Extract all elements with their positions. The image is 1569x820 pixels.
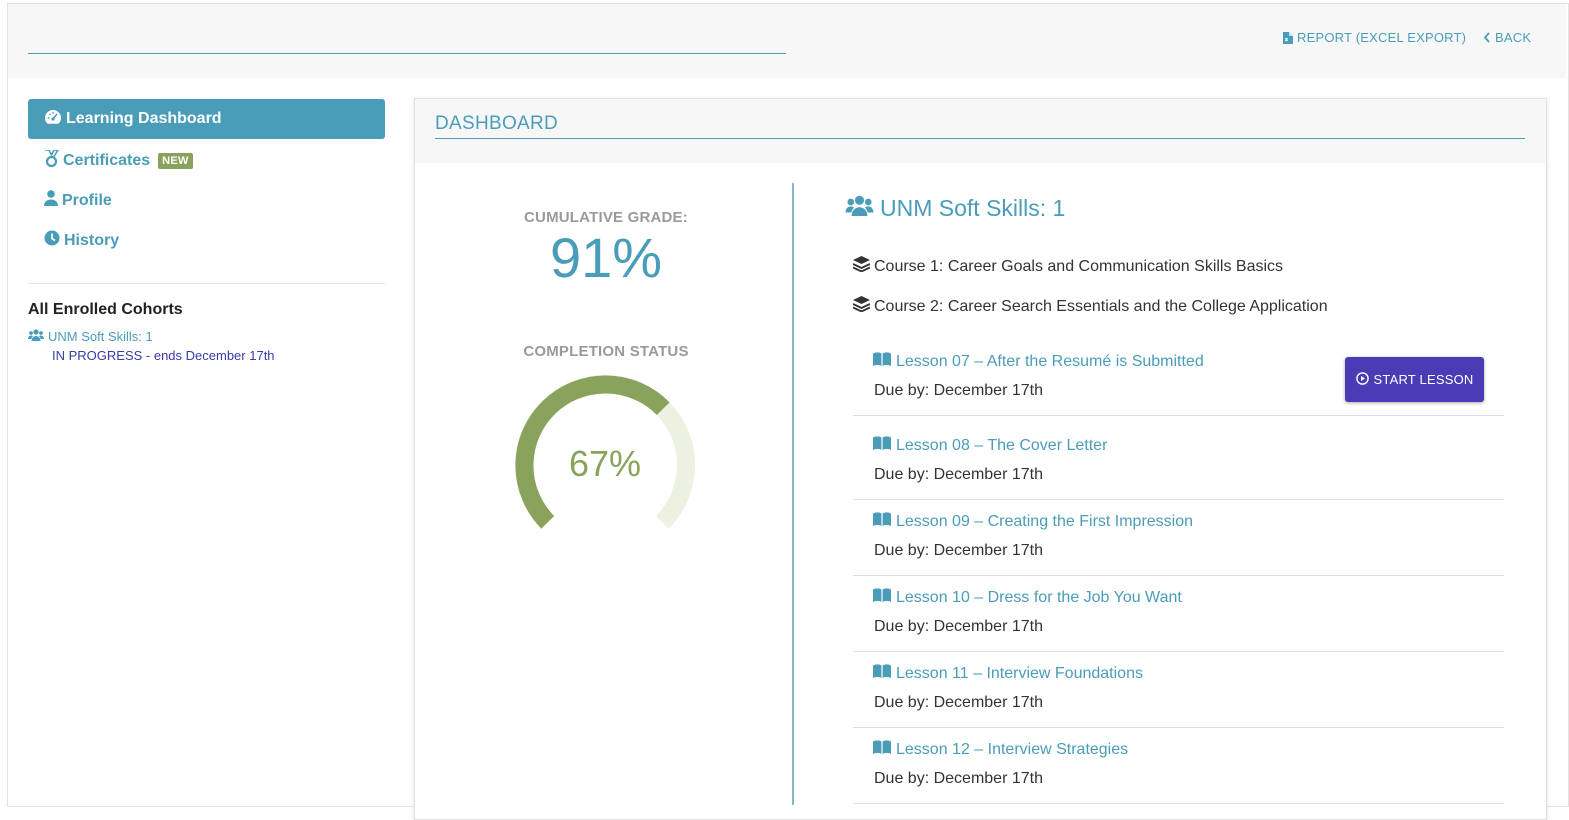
sidebar-item-label: Certificates: [63, 152, 151, 169]
sidebar-item-certificates[interactable]: Certificates NEW: [44, 149, 193, 172]
lesson-due-date: Due by: December 17th: [874, 542, 1043, 559]
lesson-link[interactable]: Lesson 10 – Dress for the Job You Want: [873, 588, 1182, 607]
enrolled-cohorts-title: All Enrolled Cohorts: [28, 301, 183, 318]
completion-gauge: [515, 375, 695, 529]
cumulative-grade-value: 91%: [549, 226, 663, 289]
sidebar-divider: [28, 283, 385, 284]
panel-header: DASHBOARD: [415, 99, 1546, 163]
cohort-title: UNM Soft Skills: 1: [880, 195, 1066, 221]
lesson-row: Lesson 12 – Interview Strategies Due by:…: [853, 729, 1504, 804]
lesson-link[interactable]: Lesson 12 – Interview Strategies: [873, 740, 1128, 759]
sidebar-item-label: Learning Dashboard: [66, 110, 222, 127]
completion-status-value: 67%: [568, 443, 642, 484]
lesson-link[interactable]: Lesson 09 – Creating the First Impressio…: [873, 512, 1193, 531]
sidebar-item-label: History: [64, 231, 120, 249]
users-icon: [845, 195, 874, 222]
clock-icon: [44, 230, 60, 251]
lesson-link[interactable]: Lesson 08 – The Cover Letter: [873, 436, 1107, 455]
panel-title: DASHBOARD: [435, 113, 559, 134]
lesson-link[interactable]: Lesson 07 – After the Resumé is Submitte…: [873, 352, 1204, 371]
report-link-label: REPORT (EXCEL EXPORT): [1297, 30, 1467, 45]
chevron-left-icon: [1483, 32, 1491, 43]
lesson-title: Lesson 11 – Interview Foundations: [896, 664, 1143, 682]
new-badge: NEW: [158, 153, 193, 169]
file-excel-icon: [1283, 31, 1293, 44]
cohort-link[interactable]: UNM Soft Skills: 1: [28, 329, 153, 344]
layers-icon: [852, 296, 871, 317]
book-icon: [873, 740, 891, 759]
lesson-title: Lesson 07 – After the Resumé is Submitte…: [896, 352, 1204, 370]
lesson-row: Lesson 07 – After the Resumé is Submitte…: [853, 341, 1504, 416]
panel-header-underline: [435, 138, 1525, 139]
cohort-name: UNM Soft Skills: 1: [48, 329, 153, 344]
lesson-title: Lesson 09 – Creating the First Impressio…: [896, 512, 1194, 530]
completion-status-label: COMPLETION STATUS: [523, 343, 689, 360]
book-icon: [873, 352, 891, 371]
book-icon: [873, 588, 891, 607]
lesson-row: Lesson 10 – Dress for the Job You Want D…: [853, 577, 1504, 652]
sidebar-item-learning-dashboard[interactable]: Learning Dashboard: [28, 99, 385, 139]
book-icon: [873, 436, 891, 455]
cohort-status: IN PROGRESS - ends December 17th: [52, 348, 275, 363]
lesson-title: Lesson 10 – Dress for the Job You Want: [896, 588, 1182, 606]
book-icon: [873, 512, 891, 531]
top-bar: [8, 4, 1566, 78]
dashboard-gauge-icon: [44, 109, 62, 130]
medal-icon: [44, 149, 60, 172]
lesson-link[interactable]: Lesson 11 – Interview Foundations: [873, 664, 1143, 683]
book-icon: [873, 664, 891, 683]
back-link-label: BACK: [1495, 30, 1532, 45]
column-divider: [792, 183, 794, 805]
gauge-fill: [515, 375, 670, 529]
lesson-title: Lesson 08 – The Cover Letter: [896, 436, 1108, 454]
sidebar-item-profile[interactable]: Profile: [44, 190, 112, 211]
lesson-row: Lesson 11 – Interview Foundations Due by…: [853, 653, 1504, 728]
lesson-row: Lesson 08 – The Cover Letter Due by: Dec…: [853, 425, 1504, 500]
lesson-due-date: Due by: December 17th: [874, 770, 1043, 787]
course-item: Course 2: Career Search Essentials and t…: [852, 296, 1328, 317]
course-title: Course 2: Career Search Essentials and t…: [874, 297, 1328, 315]
top-bar-underline: [28, 53, 786, 54]
sidebar-item-label: Profile: [62, 191, 112, 209]
users-icon: [28, 329, 44, 344]
lesson-due-date: Due by: December 17th: [874, 466, 1043, 483]
dashboard-panel: DASHBOARD: [414, 98, 1547, 820]
lesson-due-date: Due by: December 17th: [874, 694, 1043, 711]
report-excel-export-link[interactable]: REPORT (EXCEL EXPORT): [1283, 30, 1466, 45]
lesson-title: Lesson 12 – Interview Strategies: [896, 740, 1129, 758]
lesson-due-date: Due by: December 17th: [874, 618, 1043, 635]
sidebar-item-history[interactable]: History: [44, 230, 119, 251]
cohort-heading: UNM Soft Skills: 1: [845, 195, 1065, 222]
layers-icon: [852, 256, 871, 277]
back-link[interactable]: BACK: [1483, 30, 1531, 45]
cumulative-grade-label: CUMULATIVE GRADE:: [524, 209, 688, 226]
start-lesson-button[interactable]: START LESSON: [1345, 357, 1484, 402]
course-title: Course 1: Career Goals and Communication…: [874, 257, 1284, 275]
user-icon: [44, 190, 58, 211]
lesson-due-date: Due by: December 17th: [874, 382, 1043, 399]
course-item: Course 1: Career Goals and Communication…: [852, 256, 1284, 277]
lesson-row: Lesson 09 – Creating the First Impressio…: [853, 501, 1504, 576]
start-lesson-label: START LESSON: [1373, 372, 1474, 387]
play-circle-icon: [1355, 371, 1369, 388]
